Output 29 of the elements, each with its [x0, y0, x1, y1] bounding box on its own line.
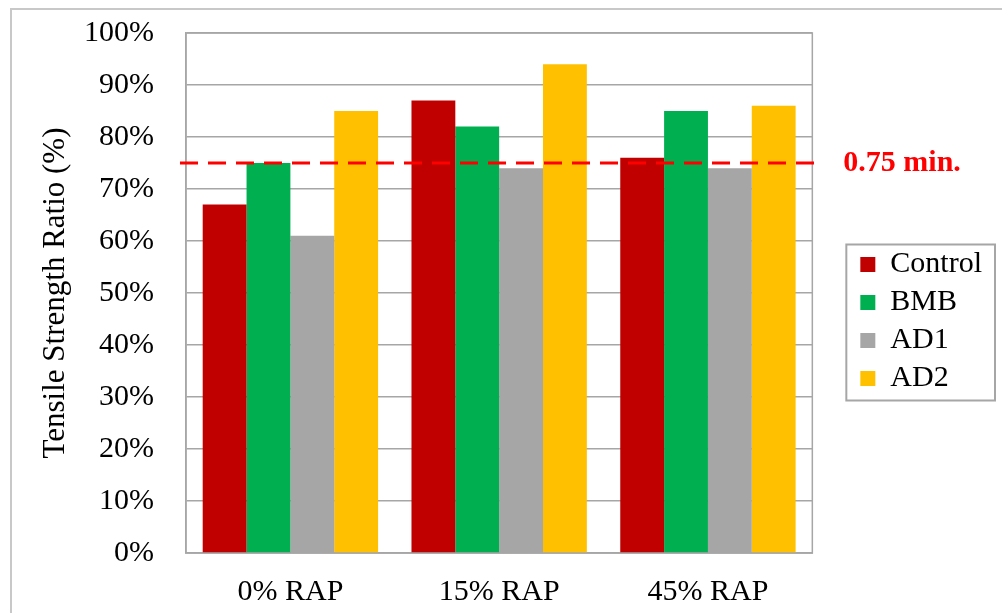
- y-tick-label: 30%: [99, 377, 154, 411]
- y-tick-label: 100%: [84, 13, 154, 47]
- y-tick-label: 0%: [114, 533, 154, 567]
- y-tick-label: 70%: [99, 169, 154, 203]
- y-tick-label: 50%: [99, 273, 154, 307]
- y-tick-label: 60%: [99, 221, 154, 255]
- y-tick-label: 80%: [99, 117, 154, 151]
- y-tick-label: 20%: [99, 429, 154, 463]
- y-tick-label: 40%: [99, 325, 154, 359]
- legend-label: AD2: [890, 359, 949, 393]
- bar: [664, 111, 708, 553]
- y-tick-label: 90%: [99, 65, 154, 99]
- legend-label: Control: [890, 245, 982, 279]
- bar: [411, 100, 456, 553]
- y-tick-label: 10%: [99, 481, 154, 515]
- bar: [334, 111, 379, 553]
- bar: [202, 204, 247, 553]
- legend-label: AD1: [890, 321, 949, 355]
- bar: [620, 157, 665, 553]
- bar: [246, 163, 291, 553]
- x-tick-label: 0% RAP: [237, 572, 344, 606]
- ref-line-label: 0.75 min.: [843, 143, 961, 177]
- x-tick-label: 15% RAP: [438, 572, 560, 606]
- y-axis-title: Tensile Strength Ratio (%): [35, 127, 71, 459]
- legend-label: BMB: [890, 283, 958, 317]
- bar: [543, 64, 587, 553]
- x-tick-label: 45% RAP: [647, 572, 769, 606]
- bar: [455, 126, 500, 553]
- bar: [751, 105, 796, 553]
